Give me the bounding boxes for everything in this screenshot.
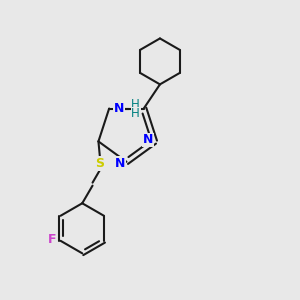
Text: S: S bbox=[95, 157, 104, 170]
Text: H: H bbox=[131, 98, 140, 112]
Text: H: H bbox=[131, 107, 140, 120]
Text: N: N bbox=[143, 134, 153, 146]
Text: N: N bbox=[114, 102, 124, 115]
Text: F: F bbox=[48, 233, 57, 246]
Text: N: N bbox=[115, 157, 125, 170]
